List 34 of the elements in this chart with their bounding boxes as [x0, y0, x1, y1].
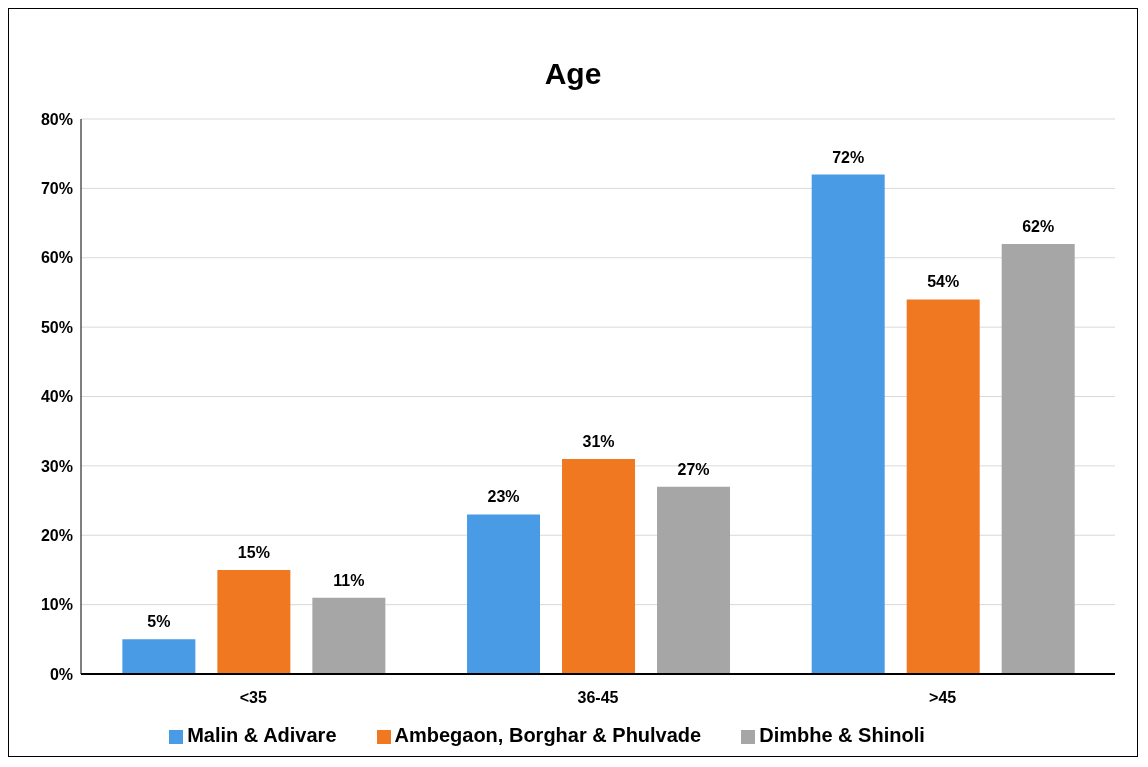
legend-label: Ambegaon, Borghar & Phulvade — [394, 724, 702, 746]
data-label: 15% — [237, 543, 270, 561]
y-tick-label: 0% — [49, 665, 73, 683]
data-label: 62% — [1022, 217, 1055, 235]
y-tick-label: 40% — [40, 388, 73, 406]
x-tick-label: >45 — [929, 689, 957, 707]
bar — [906, 299, 980, 674]
bar — [562, 458, 636, 674]
bar — [1001, 243, 1075, 674]
data-label: 27% — [677, 460, 710, 478]
y-tick-label: 80% — [40, 110, 73, 128]
y-tick-label: 70% — [40, 180, 73, 198]
data-label: 5% — [147, 613, 171, 631]
data-label: 11% — [333, 571, 365, 589]
legend-label: Dimbhe & Shinoli — [759, 724, 925, 746]
x-tick-label: <35 — [239, 689, 268, 707]
chart-title: Age — [543, 56, 603, 92]
bar — [811, 174, 885, 674]
data-label: 23% — [487, 488, 520, 506]
y-tick-label: 30% — [40, 457, 73, 475]
bar — [312, 597, 386, 674]
x-tick-label: 36-45 — [577, 689, 619, 707]
bar — [467, 514, 541, 674]
data-label: 31% — [582, 432, 615, 450]
y-tick-label: 20% — [40, 526, 73, 544]
y-tick-label: 10% — [40, 596, 73, 614]
y-tick-label: 50% — [40, 318, 73, 336]
y-tick-label: 60% — [40, 249, 73, 267]
bar — [657, 486, 731, 674]
data-label: 72% — [832, 148, 865, 166]
bar — [122, 639, 196, 674]
data-label: 54% — [927, 273, 960, 291]
legend-label: Malin & Adivare — [187, 724, 337, 746]
bar — [217, 569, 291, 674]
